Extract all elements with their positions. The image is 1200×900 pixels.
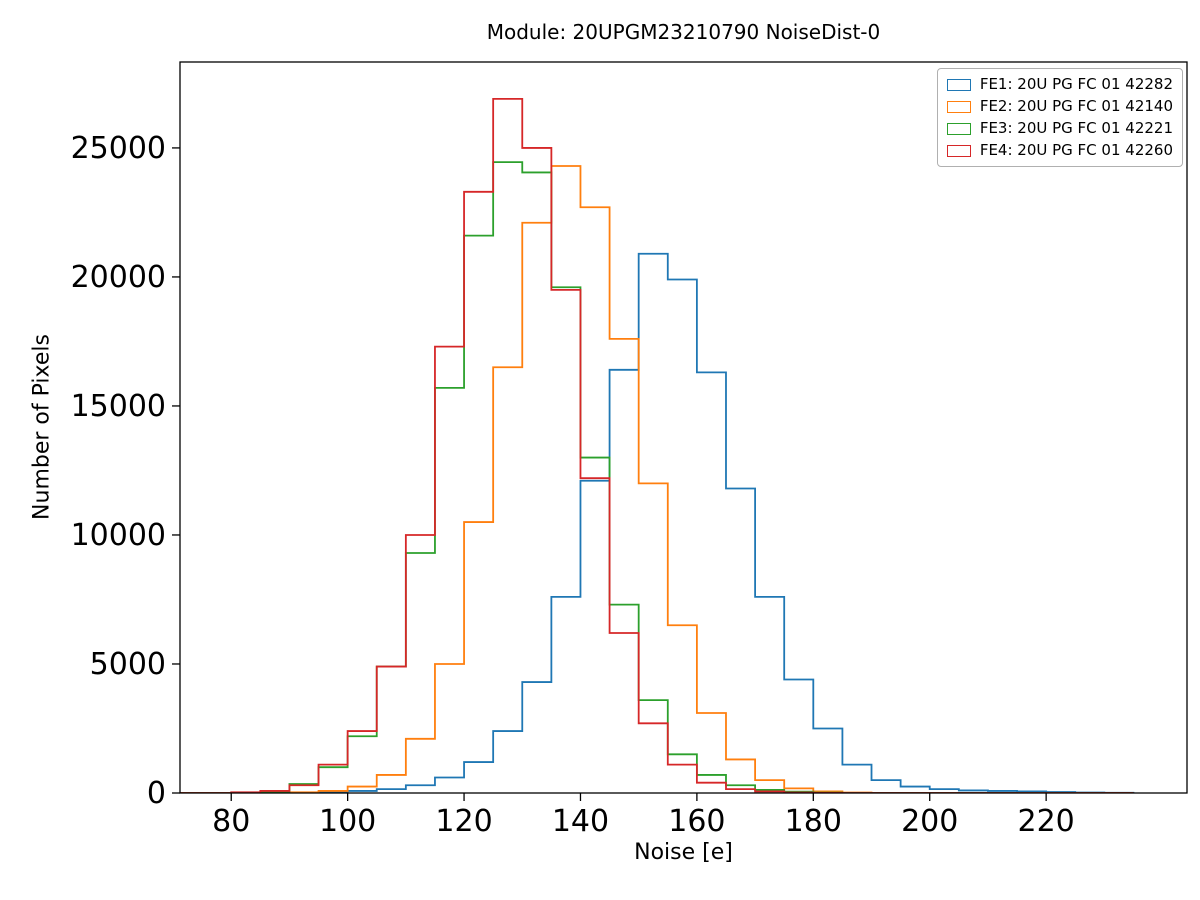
y-tick-label: 15000 — [71, 389, 166, 424]
y-tick-label: 0 — [147, 776, 166, 811]
x-tick-label: 220 — [1018, 804, 1075, 839]
x-tick-label: 160 — [668, 804, 725, 839]
x-axis-label: Noise [e] — [634, 840, 733, 865]
legend-label: FE3: 20U PG FC 01 42221 — [979, 119, 1173, 137]
chart-title: Module: 20UPGM23210790 NoiseDist-0 — [486, 20, 881, 44]
y-axis-label: Number of Pixels — [29, 334, 55, 520]
legend-label: FE4: 20U PG FC 01 42260 — [979, 141, 1173, 159]
x-tick-label: 140 — [552, 804, 609, 839]
histogram-series-4 — [180, 98, 1134, 793]
x-tick-label: 80 — [212, 804, 250, 839]
x-tick-label: 100 — [319, 804, 376, 839]
axes-frame — [179, 61, 1188, 794]
histogram-series-3 — [180, 161, 1134, 793]
legend-item: FE2: 20U PG FC 01 42140 — [946, 97, 1173, 115]
x-tick-label: 180 — [785, 804, 842, 839]
legend-label: FE2: 20U PG FC 01 42140 — [979, 97, 1173, 115]
y-tick-label: 20000 — [71, 260, 166, 295]
legend-swatch — [946, 144, 971, 157]
x-tick-label: 200 — [901, 804, 958, 839]
y-tick-label: 10000 — [71, 518, 166, 553]
legend-item: FE4: 20U PG FC 01 42260 — [946, 141, 1173, 159]
x-tick-label: 120 — [435, 804, 492, 839]
histogram-series-1 — [180, 252, 1135, 793]
legend-swatch — [946, 100, 971, 113]
legend-swatch — [946, 122, 971, 135]
legend-item: FE3: 20U PG FC 01 42221 — [946, 119, 1173, 137]
legend-swatch — [946, 78, 971, 91]
histogram-series-2 — [180, 165, 1134, 793]
y-tick-label: 25000 — [71, 131, 166, 166]
legend-label: FE1: 20U PG FC 01 42282 — [979, 75, 1173, 93]
y-tick-label: 5000 — [90, 647, 166, 682]
legend-item: FE1: 20U PG FC 01 42282 — [946, 75, 1173, 93]
legend: FE1: 20U PG FC 01 42282 FE2: 20U PG FC 01… — [936, 68, 1183, 167]
